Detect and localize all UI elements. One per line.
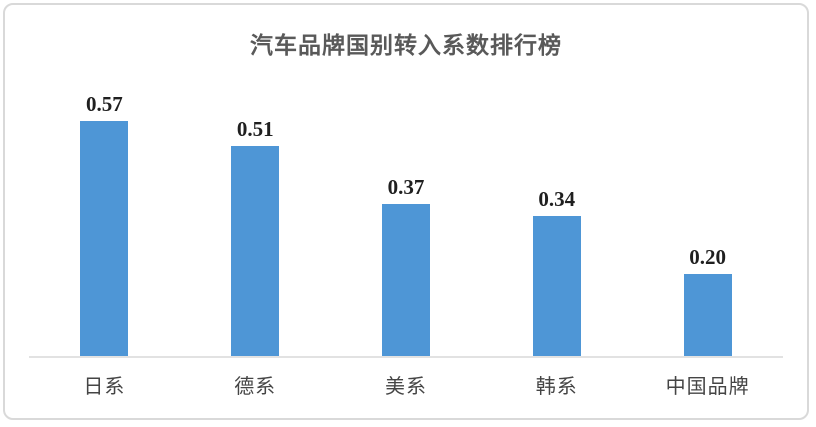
bar-group: 0.57 xyxy=(29,62,180,356)
x-axis-labels: 日系 德系 美系 韩系 中国品牌 xyxy=(29,358,783,399)
bar-value-label: 0.34 xyxy=(538,187,576,211)
bar xyxy=(532,216,581,356)
bar xyxy=(231,146,280,356)
bar xyxy=(80,121,129,356)
bar-value-label: 0.20 xyxy=(689,245,726,269)
bar-group: 0.20 xyxy=(632,62,783,356)
bar-value-label: 0.57 xyxy=(86,92,123,116)
bar-value-label: 0.37 xyxy=(387,175,425,199)
x-axis-label: 中国品牌 xyxy=(665,376,750,398)
bar xyxy=(381,204,430,356)
chart-frame: 汽车品牌国别转入系数排行榜 0.57 0.51 0.37 0.34 0.20 日系 德系 美… xyxy=(3,3,809,420)
x-axis-label: 日系 xyxy=(83,376,126,398)
x-axis-label: 德系 xyxy=(234,376,277,398)
chart-title: 汽车品牌国别转入系数排行榜 xyxy=(250,32,562,58)
bar-group: 0.37 xyxy=(331,62,482,356)
bar-group: 0.51 xyxy=(180,62,331,356)
x-axis-label: 韩系 xyxy=(535,376,578,398)
bar-group: 0.34 xyxy=(481,62,632,356)
bar-chart-plot-area: 0.57 0.51 0.37 0.34 0.20 xyxy=(29,62,783,358)
x-axis-label: 美系 xyxy=(384,376,427,398)
bar xyxy=(683,274,732,356)
bar-value-label: 0.51 xyxy=(236,117,274,141)
